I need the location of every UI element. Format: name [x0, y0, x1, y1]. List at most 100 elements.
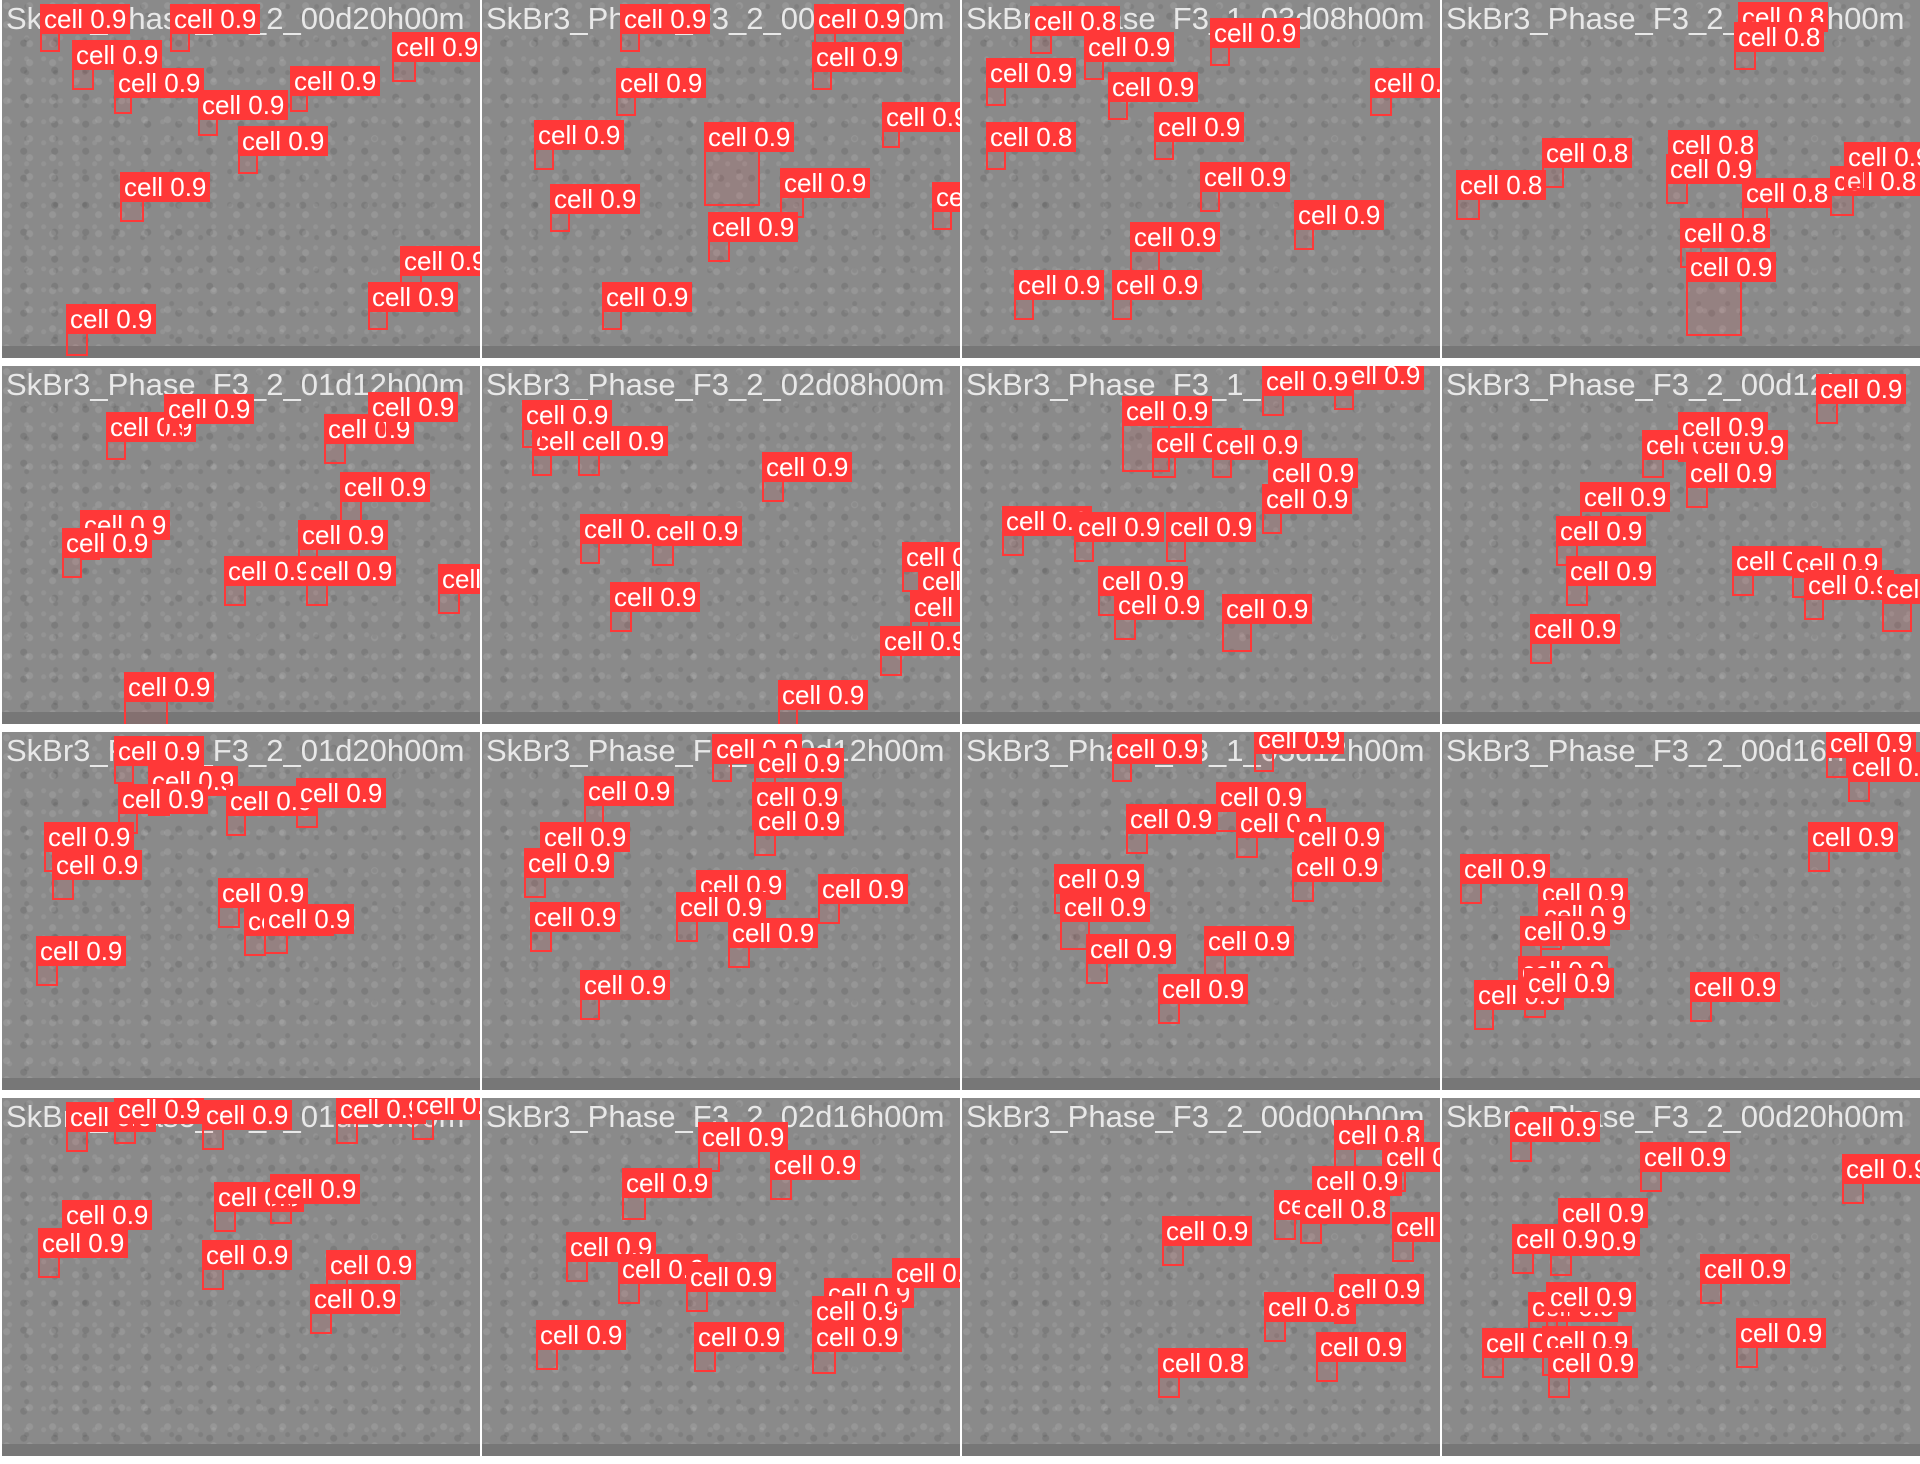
detection-label: cell 0.9 — [44, 822, 135, 852]
detection-label: cell 0.9 — [540, 822, 631, 852]
detection-label: cell 0.9 — [1848, 752, 1920, 782]
detection-label: cell 0.9 — [1294, 822, 1385, 852]
tile-title: SkBr3_Phase_F3_2_00d12h00m — [1446, 1, 1905, 36]
detection-box: cell 0.9 — [224, 556, 315, 606]
detection-label: cell 0.9 — [550, 184, 641, 214]
detection-box: cell 0.9 — [1334, 1274, 1425, 1324]
detection-label: cell 0.9 — [910, 592, 960, 622]
detection-box: cell 0.9 — [340, 472, 431, 522]
detection-box: cell 0.9 — [38, 1228, 129, 1278]
detection-box: cell 0.9 — [298, 520, 389, 570]
detection-box: cell 0.9 — [1074, 512, 1165, 562]
detection-box: cell 0.9 — [368, 282, 459, 330]
detection-box: cell 0.9 — [1804, 570, 1895, 620]
detection-box: cell 0.9 — [264, 904, 355, 954]
detection-box: cell 0.9 — [1848, 752, 1920, 802]
detection-box: cell 0.9 — [1210, 18, 1301, 66]
detection-label: cell 0.9 — [1292, 852, 1383, 882]
detection-box: cell 0.9 — [1686, 458, 1777, 508]
detection-label: cell 0.9 — [602, 282, 693, 312]
detection-label: cell 0.9 — [1666, 154, 1757, 184]
detection-label: cell 0.9 — [754, 748, 845, 778]
detection-label: cell 0.9 — [298, 520, 389, 550]
detection-label: cell 0.9 — [170, 4, 261, 34]
detection-box: cell 0.9 — [932, 182, 960, 230]
detection-label: cell 0.9 — [218, 878, 309, 908]
detection-box: cell 0.9 — [1114, 590, 1205, 640]
detection-box: cell 0.9 — [584, 776, 675, 824]
detection-box: cell 0.9 — [1292, 852, 1383, 902]
detection-label: cell 0.9 — [1108, 72, 1199, 102]
detection-box: cell 0.9 — [1530, 614, 1621, 664]
detection-box: cell 0.9 — [392, 32, 480, 82]
detection-box: cell 0.9 — [412, 1098, 480, 1140]
detection-box: cell 0.8 — [1830, 166, 1920, 216]
detection-box: cell 0.9 — [762, 452, 853, 502]
detection-box: cell 0.9 — [1370, 68, 1440, 116]
detection-label: cell 0.9 — [1640, 1142, 1731, 1172]
detection-label: cell 0.9 — [780, 168, 871, 198]
detection-box: cell 0.9 — [1392, 1212, 1440, 1262]
detection-box: cell 0.9 — [1294, 200, 1385, 250]
detection-label: cell 0.9 — [698, 1122, 789, 1152]
tile-title: SkBr3_Phase_F3_2_02d08h00m — [486, 367, 945, 402]
detection-label: cell 0.9 — [1262, 484, 1353, 514]
detection-box: cell 0.9 — [1060, 892, 1151, 950]
detection-box: cell 0.9 — [1236, 808, 1327, 858]
detection-box: cell 0.9 — [1152, 428, 1243, 478]
detection-box: cell 0.9 — [296, 778, 387, 828]
detection-box: cell 0.9 — [536, 1320, 627, 1370]
detection-label: cell 0.9 — [1126, 804, 1217, 834]
detection-label: cell 0.9 — [326, 1250, 417, 1280]
detection-box: cell 0.9 — [1126, 804, 1217, 854]
detection-label: cell 0.9 — [1222, 594, 1313, 624]
detection-box: cell 0.9 — [602, 282, 693, 330]
detection-label: cell 0.9 — [580, 970, 671, 1000]
image-tile: SkBr3_Phase_F3_2_00d12h00m cell 0.8 cell 0… — [1442, 0, 1920, 358]
detection-label: cell 0.9 — [164, 394, 255, 424]
detection-box: cell 0.9 — [114, 1098, 205, 1144]
detection-label: cell 0.9 — [62, 528, 153, 558]
detection-box: cell 0.9 — [712, 734, 803, 782]
detection-box: cell 0.9 — [324, 414, 415, 464]
tile-bottom-strip — [482, 1444, 960, 1456]
detection-box: cell 0.9 — [1254, 732, 1345, 772]
detection-label: cell 0.9 — [1158, 974, 1249, 1004]
detection-box: cell 0.8 — [1542, 138, 1633, 188]
image-tile: SkBr3_Phase_F3_2_02d16h00m cell 0.9 cell 0… — [482, 1098, 960, 1456]
detection-label: cell 0.9 — [524, 848, 615, 878]
detection-label: cell 0.8 — [1680, 218, 1771, 248]
detection-label: cell 0.9 — [340, 472, 431, 502]
detection-label: cell 0.9 — [1294, 200, 1385, 230]
detection-label: cell 0.9 — [52, 850, 143, 880]
tile-bottom-strip — [482, 712, 960, 724]
detection-box: cell 0.9 — [1166, 512, 1257, 562]
tile-bottom-strip — [1442, 346, 1920, 358]
detection-box: cell 0.9 — [534, 120, 625, 170]
detection-box: cell 0.9 — [1732, 546, 1823, 596]
detection-label: cell 0.9 — [1254, 732, 1345, 754]
detection-box: cell 0.9 — [524, 848, 615, 898]
detection-box: cell 0.9 — [226, 786, 317, 836]
detection-box: cell 0.9 — [1642, 430, 1733, 478]
detection-box: cell 0.9 — [1666, 154, 1757, 204]
detection-box: cell 0.8 — [1734, 22, 1825, 70]
detection-box: cell 0.8 — [1334, 1120, 1425, 1170]
detection-label: cell 0.9 — [676, 892, 767, 922]
detection-label: cell 0.9 — [1530, 614, 1621, 644]
detection-box: cell 0.8 — [1456, 170, 1547, 220]
detection-box: cell 0.9 — [986, 58, 1077, 106]
detection-box: cell 0.9 — [1548, 1348, 1639, 1398]
tile-bottom-strip — [1442, 1444, 1920, 1456]
detection-box: cell 0.9 — [1200, 162, 1291, 212]
detection-box: cell 0.8 — [1264, 1292, 1355, 1342]
detection-box: cell 0.9 — [522, 400, 613, 448]
detection-box: cell 0.9 — [1690, 972, 1781, 1022]
detection-box: cell 0.9 — [1212, 430, 1303, 478]
detection-label: cell 0.9 — [1690, 972, 1781, 1002]
detection-box: cell 0.9 — [580, 514, 671, 564]
detection-label: cell 0.9 — [1268, 458, 1359, 488]
detection-box: cell 0.9 — [1678, 412, 1769, 462]
detection-label: cell 0.9 — [1334, 1274, 1425, 1304]
